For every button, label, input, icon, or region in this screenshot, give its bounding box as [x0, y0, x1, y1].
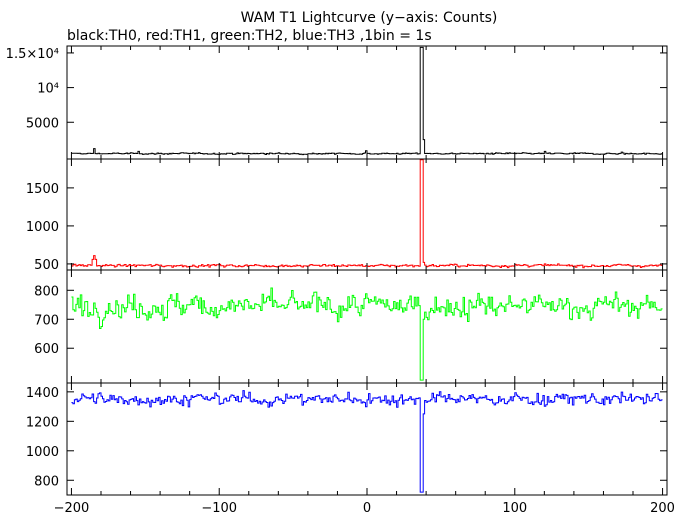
panels-group: 5000 10⁴ 1.5×10⁴ 500 1000 1500 600 700 800 800 100… — [6, 45, 668, 496]
panel-frame — [66, 269, 668, 384]
x-tick-label: −200 — [54, 501, 90, 515]
y-tick-label: 600 — [34, 342, 59, 357]
y-tick-label: 1.5×10⁴ — [6, 47, 59, 62]
panel-th1: 500 1000 1500 — [26, 158, 668, 273]
panel-th0: 5000 10⁴ 1.5×10⁴ — [6, 45, 668, 160]
y-tick-label: 1000 — [26, 445, 59, 460]
chart-title: WAM T1 Lightcurve (y−axis: Counts) — [241, 10, 498, 26]
y-tick-label: 1200 — [26, 415, 59, 430]
y-tick-label: 1000 — [26, 220, 59, 235]
y-tick-label: 5000 — [26, 116, 59, 131]
panel-frame — [66, 45, 668, 160]
y-tick-label: 10⁴ — [37, 82, 59, 97]
x-axis: −200 −100 0 100 200 — [54, 501, 675, 515]
y-tick-label: 800 — [34, 284, 59, 299]
x-tick-label: 100 — [502, 501, 527, 515]
series-line-th0 — [71, 46, 663, 156]
panel-th2: 600 700 800 — [34, 269, 668, 384]
y-tick-label: 1500 — [26, 182, 59, 197]
series-line-th3 — [71, 390, 663, 493]
x-tick-label: −100 — [201, 501, 237, 515]
series-line-th1 — [71, 159, 663, 269]
y-tick-label: 500 — [34, 258, 59, 273]
y-tick-label: 700 — [34, 313, 59, 328]
y-tick-label: 800 — [34, 474, 59, 489]
panel-th3: 800 1000 1200 1400 — [26, 382, 668, 496]
y-tick-label: 1400 — [26, 386, 59, 401]
x-tick-label: 200 — [650, 501, 675, 515]
panel-frame — [66, 158, 668, 271]
chart-subtitle: black:TH0, red:TH1, green:TH2, blue:TH3 … — [67, 28, 432, 44]
series-line-th2 — [71, 287, 663, 381]
x-tick-label: 0 — [363, 501, 371, 515]
